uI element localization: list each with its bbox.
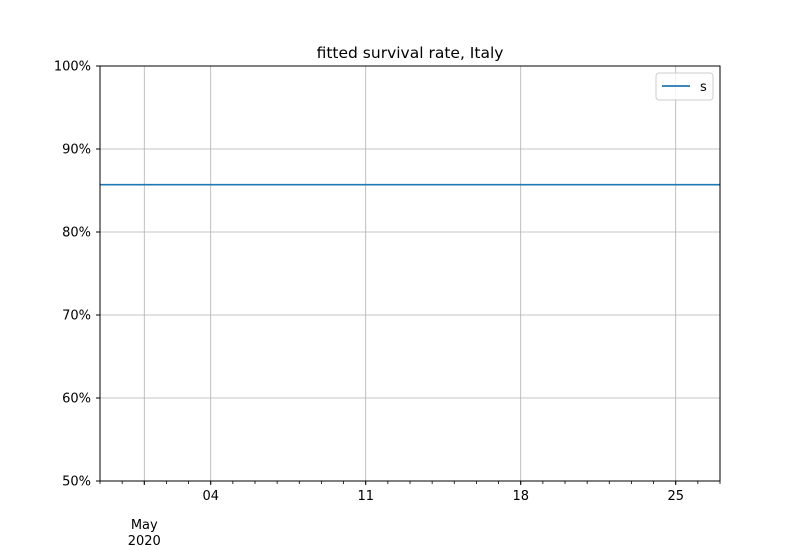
legend-label: s — [700, 80, 707, 95]
chart-title: fitted survival rate, Italy — [317, 44, 504, 62]
x-tick-label: May — [131, 518, 158, 533]
x-tick-label: 11 — [357, 489, 374, 504]
y-axis: 50% 60% 70% 80% 90% 100% — [54, 60, 100, 490]
x-tick-label: 18 — [512, 489, 529, 504]
x-tick-label-year: 2020 — [128, 534, 161, 549]
plot-frame — [99, 65, 721, 482]
y-tick-label: 100% — [54, 60, 91, 75]
x-tick-label: 04 — [202, 489, 219, 504]
x-tick-label: 25 — [667, 489, 684, 504]
y-tick-label: 90% — [62, 143, 91, 158]
y-tick-label: 60% — [62, 392, 91, 407]
y-tick-label: 70% — [62, 309, 91, 324]
grid-lines — [100, 65, 720, 482]
legend: s — [655, 72, 714, 101]
y-tick-label: 50% — [62, 475, 91, 490]
y-tick-label: 80% — [62, 226, 91, 241]
